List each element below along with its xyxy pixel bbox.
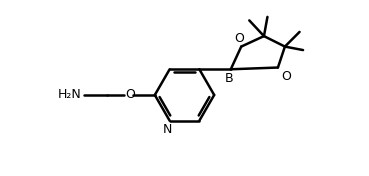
Text: B: B xyxy=(225,72,233,85)
Text: H₂N: H₂N xyxy=(58,89,82,102)
Text: N: N xyxy=(163,123,173,136)
Text: O: O xyxy=(235,32,244,45)
Text: O: O xyxy=(125,89,135,102)
Text: O: O xyxy=(282,70,291,83)
